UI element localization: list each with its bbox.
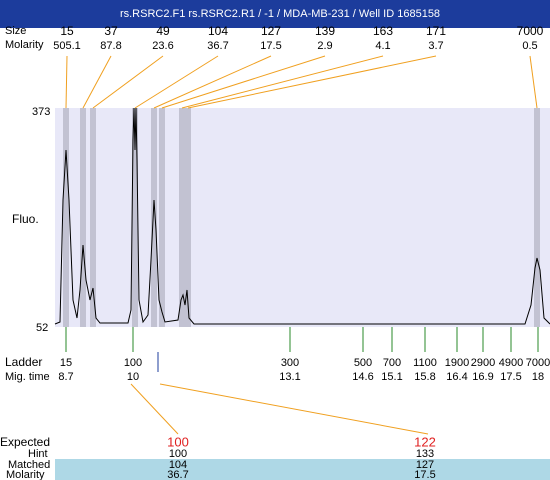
table-row-label: Hint [28,448,48,460]
peak-molarity: 36.7 [207,40,228,52]
peak-molarity: 87.8 [100,40,121,52]
ladder-time: 16.4 [446,371,467,383]
peak-band [90,108,96,327]
peak-band [534,108,540,327]
peak-band [151,108,157,327]
peak-connector [65,55,68,109]
matched-row-bg [55,459,550,480]
table-row-label: Expected [0,435,50,449]
ladder-time: 8.7 [58,371,73,383]
ladder-size: 100 [124,357,142,369]
table-cell: 122 [414,434,436,449]
peak-size: 139 [315,24,335,38]
peak-size: 171 [426,24,446,38]
ladder-time: 10 [127,371,139,383]
peak-band [63,108,69,327]
table-cell: 133 [416,448,434,460]
peak-band [185,108,191,327]
peak-size: 37 [104,24,118,38]
table-cell: 36.7 [167,469,188,480]
table-cell: 17.5 [414,469,435,480]
peak-molarity: 23.6 [152,40,173,52]
peak-molarity: 0.5 [522,40,537,52]
ladder-time: 16.9 [472,371,493,383]
peak-connector [181,55,384,109]
trace [54,107,550,325]
header-bar [0,0,550,28]
header-title: rs.RSRC2.F1 rs.RSRC2.R1 / -1 / MDA-MB-23… [120,8,440,20]
ladder-size: 7000 [526,357,550,369]
ladder-size: 1900 [445,357,469,369]
ladder-size: 15 [60,357,72,369]
peak-band [80,108,86,327]
peak-connector [161,55,326,109]
ladder-size: 700 [383,357,401,369]
ladder-size: 2900 [471,357,495,369]
y-axis-label: Fluo. [12,212,39,226]
y-bottom-label: 52 [36,322,48,334]
table-cell: 100 [167,434,189,449]
peak-size: 7000 [517,24,544,38]
peak-size: 104 [208,24,228,38]
ladder-time: 18 [532,371,544,383]
mig-time-label: Mig. time [5,371,50,383]
peak-band [159,108,165,327]
ladder-time: 17.5 [500,371,521,383]
ladder-time: 13.1 [279,371,300,383]
ladder-label: Ladder [5,355,42,369]
peak-connector [187,55,437,109]
peak-molarity: 17.5 [260,40,281,52]
peak-connector [529,55,538,109]
peak-connector [153,55,272,109]
molarity-label: Molarity [5,39,44,51]
match-connector [159,383,429,435]
table-cell: 104 [169,459,187,471]
peak-molarity: 3.7 [428,40,443,52]
peak-size: 49 [156,24,170,38]
ladder-size: 300 [281,357,299,369]
table-cell: 100 [169,448,187,460]
peak-size: 127 [261,24,281,38]
peak-connector [92,55,164,109]
size-label: Size [5,25,26,37]
ladder-time: 15.1 [381,371,402,383]
peak-band [132,108,138,327]
table-cell: 127 [416,459,434,471]
peak-connector [134,55,219,109]
peak-molarity: 4.1 [375,40,390,52]
table-row-label: Molarity [6,469,45,480]
ladder-size: 4900 [499,357,523,369]
ladder-size: 500 [354,357,372,369]
peak-size: 15 [60,24,74,38]
y-top-label: 373 [32,106,50,118]
peak-band [179,108,185,327]
ladder-size: 1100 [413,357,437,369]
peak-molarity: 2.9 [317,40,332,52]
match-connector [130,383,179,435]
ladder-time: 14.6 [352,371,373,383]
peak-connector [82,55,112,109]
plot-area [55,108,550,327]
peak-size: 163 [373,24,393,38]
ladder-time: 15.8 [414,371,435,383]
table-row-label: Matched [8,459,50,471]
peak-molarity: 505.1 [53,40,81,52]
